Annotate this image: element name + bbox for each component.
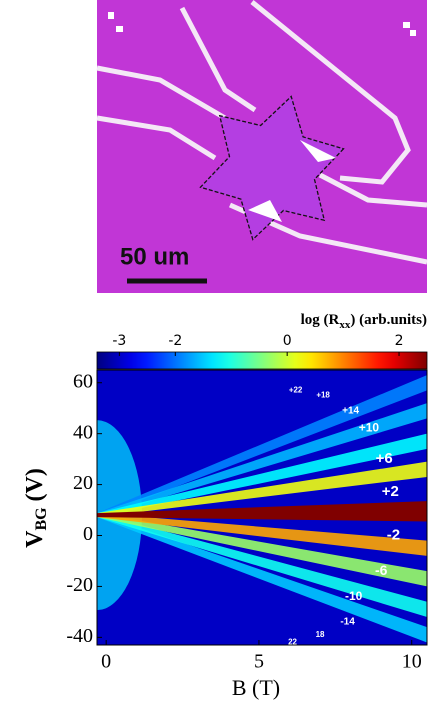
landau-stripe [97,403,427,518]
scale-bar-label: 50 um [120,243,189,270]
marker [108,12,114,19]
filling-factor-label: +10 [359,421,380,435]
sample-outline [199,95,345,241]
colorbar [96,351,428,370]
filling-factor-label: +22 [289,385,303,394]
filling-factor-label: -2 [387,526,400,543]
landau-stripe [97,513,427,617]
y-tick-label: 60 [73,370,93,392]
filling-factor-label: -14 [340,617,355,628]
x-tick-label: 0 [101,651,111,673]
electrode [250,0,411,185]
filling-factor-label: -10 [345,589,363,603]
filling-factor-label: 22 [288,638,297,647]
electrode [96,115,217,161]
marker [410,30,416,36]
y-tick-label: 40 [73,421,93,443]
landau-stripe [97,461,427,518]
colorbar-tick-label: -3 [112,333,126,349]
x-axis-label: B (T) [232,675,280,700]
x-tick-label: 5 [254,651,264,673]
electrode [318,172,428,208]
y-axis-label-sub: BG [33,507,50,531]
landau-stripe [97,375,427,518]
landau-stripe [97,433,427,518]
filling-factor-label: +6 [376,450,393,467]
marker [403,22,410,28]
colorbar-tick-label: 2 [395,333,404,349]
colorbar-label-main: log (R [301,312,340,328]
landau-stripe [97,513,427,643]
colorbar-tick-label: 0 [283,333,292,349]
marker [116,26,123,32]
y-tick-label: 0 [83,523,93,545]
filling-factor-label: -6 [375,562,388,578]
y-axis-label-rest: (V) [22,468,48,507]
x-tick-label: 10 [402,651,422,673]
micrograph: 50 um [96,0,428,293]
landau-stripe [97,513,427,587]
filling-factor-label: +2 [382,483,399,500]
colorbar-label: log (Rxx) (arb.units) [301,312,427,330]
y-tick-label: 20 [73,472,93,494]
y-tick-label: -40 [66,625,93,647]
filling-factor-label: +18 [316,391,330,400]
y-tick-label: -20 [66,574,93,596]
reflection [248,200,282,222]
landau-stripe [97,501,427,522]
plot-frame [96,369,428,646]
electrode [179,6,257,113]
heatmap [97,370,427,645]
y-axis-label-main: V [22,530,48,548]
colorbar-tick-label: -2 [168,333,182,349]
electrodes [96,0,428,265]
electrode [96,65,227,121]
reflection [300,140,336,162]
landau-stripe [97,513,427,556]
colorbar-label-sub: xx [339,319,351,331]
filling-factor-label: 18 [316,630,325,639]
y-axis-label: VBG (V) [22,468,50,548]
colorbar-label-rest: ) (arb.units) [350,312,427,328]
filling-factor-label: +14 [342,405,359,416]
